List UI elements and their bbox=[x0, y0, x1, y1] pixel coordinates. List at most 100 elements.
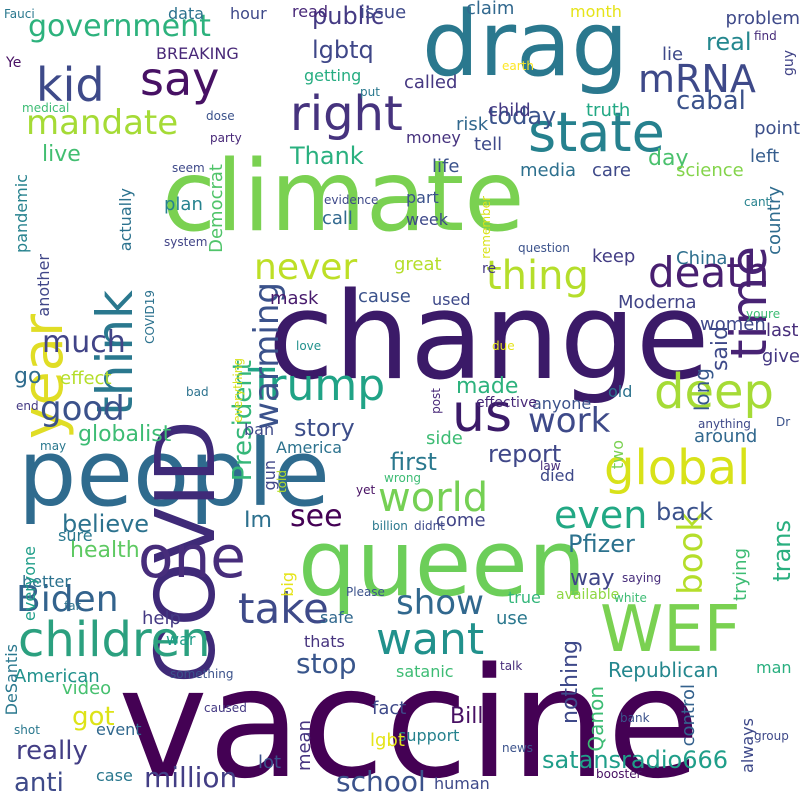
word-go: go bbox=[14, 364, 42, 389]
word-support: support bbox=[398, 726, 460, 745]
word-media: media bbox=[520, 160, 577, 181]
word-even: even bbox=[554, 493, 648, 537]
word-control: control bbox=[678, 684, 699, 747]
word-re: re bbox=[482, 261, 497, 277]
word-seem: seem bbox=[172, 161, 205, 175]
word-mask: mask bbox=[270, 288, 319, 309]
word-world: world bbox=[378, 475, 489, 521]
word-government: government bbox=[28, 9, 211, 44]
word-believe: believe bbox=[62, 510, 150, 538]
word-everyone: everyone bbox=[20, 546, 39, 621]
word-right: right bbox=[290, 86, 403, 142]
word-queen: queen bbox=[298, 510, 587, 617]
word-everything: everything bbox=[231, 358, 245, 423]
word-long: long bbox=[690, 368, 714, 412]
word-cant: cant bbox=[744, 195, 771, 209]
word-change: change bbox=[268, 268, 710, 407]
word-see: see bbox=[290, 499, 343, 534]
word-mandate: mandate bbox=[26, 103, 179, 143]
word-far: far bbox=[64, 599, 81, 613]
word-week: week bbox=[406, 210, 449, 229]
word-good: good bbox=[40, 389, 125, 429]
word-global: global bbox=[604, 440, 751, 496]
word-one: one bbox=[138, 523, 246, 591]
word-keep: keep bbox=[592, 246, 636, 267]
word-school: school bbox=[336, 765, 426, 798]
word-tell: tell bbox=[474, 134, 503, 155]
word-guy: guy bbox=[781, 50, 797, 77]
word-earth: earth bbox=[502, 59, 534, 73]
word-china: China bbox=[676, 248, 728, 269]
word-health: health bbox=[70, 538, 140, 563]
word-cause: cause bbox=[358, 286, 411, 307]
word-drag: drag bbox=[422, 0, 629, 97]
word-globalist: globalist bbox=[78, 422, 172, 447]
word-lgbtq: lgbtq bbox=[312, 36, 374, 64]
word-call: call bbox=[322, 208, 353, 229]
word-sure: sure bbox=[58, 526, 93, 545]
word-available: available bbox=[556, 587, 620, 603]
word-pandemic: pandemic bbox=[12, 174, 31, 253]
word-saying: saying bbox=[622, 571, 662, 585]
word-qanon: Qanon bbox=[584, 686, 608, 752]
word-report: report bbox=[488, 440, 562, 468]
word-evidence: evidence bbox=[324, 193, 379, 207]
word-republican: Republican bbox=[608, 658, 719, 682]
word-way: way bbox=[570, 566, 615, 591]
word-wef: WEF bbox=[600, 593, 741, 667]
word-lie: lie bbox=[662, 44, 684, 65]
word-trans: trans bbox=[768, 520, 796, 582]
word-claim: claim bbox=[466, 0, 515, 19]
word-getting: getting bbox=[304, 66, 362, 85]
word-always: always bbox=[738, 718, 757, 773]
word-fauci: Fauci bbox=[4, 7, 35, 21]
word-question: question bbox=[518, 241, 570, 255]
word-told: told bbox=[275, 470, 289, 493]
word-kid: kid bbox=[36, 58, 105, 112]
word-two: two bbox=[608, 440, 627, 470]
word-booster: booster bbox=[596, 767, 642, 781]
word-ban: ban bbox=[244, 420, 275, 439]
word-state: state bbox=[528, 101, 665, 164]
word-issue: issue bbox=[360, 2, 407, 23]
word-youre: youre bbox=[746, 307, 781, 321]
word-people: people bbox=[18, 420, 330, 527]
word-risk: risk bbox=[456, 114, 489, 135]
word-month: month bbox=[570, 2, 622, 21]
word-wrong: wrong bbox=[384, 471, 422, 485]
word-truth: truth bbox=[586, 100, 631, 121]
word-vaccine: vaccine bbox=[118, 635, 701, 800]
word-satansradio666: satansradio666 bbox=[542, 746, 729, 774]
word-remember: remember bbox=[479, 196, 493, 259]
word-white: white bbox=[614, 591, 647, 605]
word-big: big bbox=[278, 572, 297, 597]
word-due: due bbox=[492, 339, 515, 353]
word-really: really bbox=[16, 736, 88, 766]
word-dose: dose bbox=[206, 109, 235, 123]
word-stop: stop bbox=[296, 647, 357, 680]
word-money: money bbox=[406, 128, 461, 147]
word-anything: anything bbox=[698, 417, 751, 431]
word-child: child bbox=[488, 100, 531, 121]
word-science: science bbox=[676, 160, 744, 181]
word-dr: Dr bbox=[776, 415, 791, 429]
word-plan: plan bbox=[164, 194, 203, 215]
word-system: system bbox=[164, 235, 208, 249]
word-breaking: BREAKING bbox=[156, 44, 239, 63]
word-used: used bbox=[432, 290, 471, 309]
word-trump: Trump bbox=[248, 360, 386, 411]
word-day: day bbox=[648, 146, 689, 171]
word-satanic: satanic bbox=[396, 662, 454, 681]
word-bill: Bill bbox=[450, 704, 484, 729]
word-give: give bbox=[761, 346, 800, 367]
word-use: use bbox=[496, 608, 528, 629]
word-women: women bbox=[700, 314, 766, 335]
word-cabal: cabal bbox=[676, 86, 746, 116]
word-covid19: COVID19 bbox=[143, 290, 157, 344]
word-post: post bbox=[429, 388, 443, 414]
word-medical: medical bbox=[22, 101, 70, 115]
word-mean: mean bbox=[294, 720, 315, 772]
word-part: part bbox=[406, 188, 439, 207]
word-want: want bbox=[376, 614, 485, 665]
